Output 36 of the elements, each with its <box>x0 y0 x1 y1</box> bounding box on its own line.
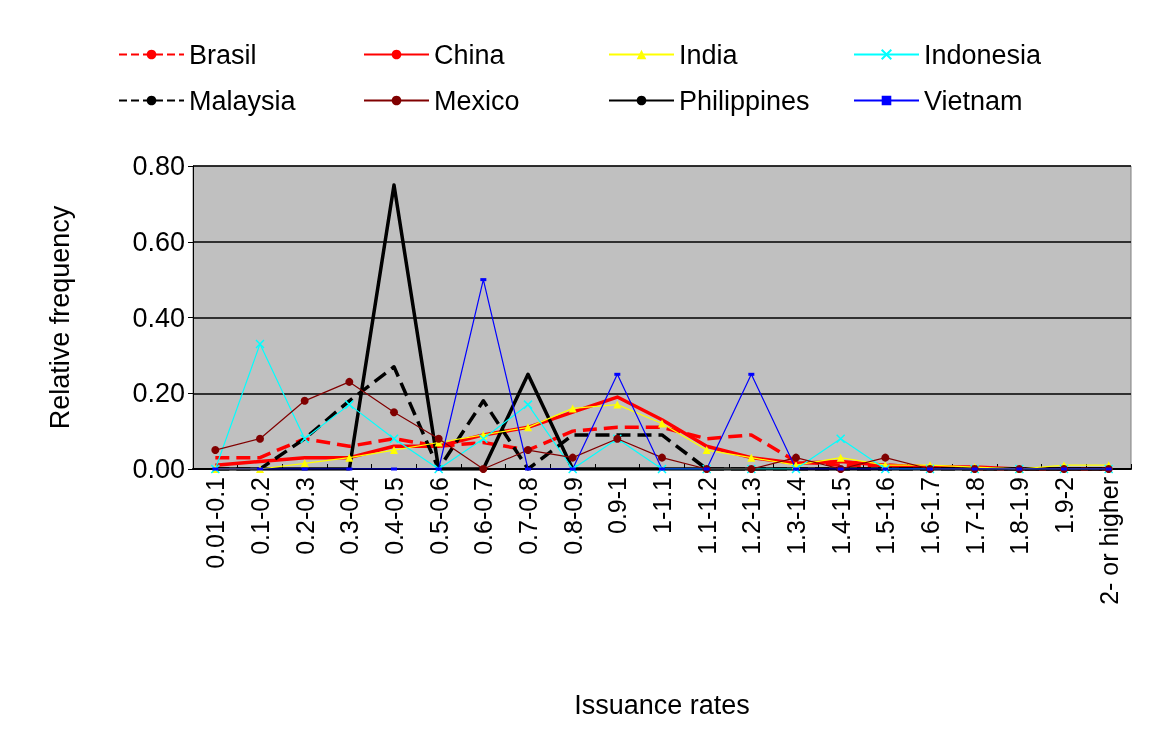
x-tick-label: 1.4-1.5 <box>826 477 855 555</box>
x-tick-label: 0.7-0.8 <box>514 477 542 555</box>
x-tick-label: 1.3-1.4 <box>782 476 810 555</box>
legend-label: China <box>434 39 506 70</box>
x-tick-label: 1.9-2 <box>1050 477 1078 534</box>
x-tick-label: 1.7-1.8 <box>960 477 989 555</box>
y-tick-label: 0.00 <box>132 454 185 484</box>
legend-label: Malaysia <box>189 85 297 116</box>
y-tick-label: 0.40 <box>132 302 185 333</box>
legend-label: Vietnam <box>924 85 1023 116</box>
x-axis-title: Issuance rates <box>574 689 750 720</box>
x-tick-label: 0.8-0.9 <box>558 477 587 555</box>
x-tick-label: 1-1.1 <box>648 477 676 534</box>
y-tick-label: 0.60 <box>132 226 185 257</box>
legend-label: Brasil <box>189 39 257 70</box>
legend-label: Philippines <box>679 85 810 116</box>
x-tick-label: 0.3-0.4 <box>335 476 364 555</box>
y-axis-title: Relative frequency <box>44 205 75 430</box>
legend-label: Mexico <box>434 85 520 116</box>
x-tick-label: 0.1-0.2 <box>246 477 274 555</box>
x-tick-label: 1.2-1.3 <box>737 477 766 555</box>
x-tick-label: 1.1-1.2 <box>692 477 721 555</box>
x-tick-label: 0.5-0.6 <box>424 477 453 555</box>
x-tick-label: 0.2-0.3 <box>290 477 319 555</box>
x-tick-label: 2- or higher <box>1094 477 1123 605</box>
x-tick-label: 0.9-1 <box>603 477 632 534</box>
legend-label: India <box>679 39 739 70</box>
x-tick-label: 0.4-0.5 <box>380 477 408 555</box>
x-tick-label: 1.6-1.7 <box>916 477 944 555</box>
x-tick-label: 0.01-0.1 <box>201 477 230 569</box>
x-tick-label: 1.5-1.6 <box>871 477 900 555</box>
y-tick-label: 0.80 <box>132 151 185 181</box>
legend-label: Indonesia <box>924 39 1043 70</box>
y-tick-label: 0.20 <box>132 378 185 409</box>
x-tick-label: 1.8-1.9 <box>1005 477 1034 555</box>
x-tick-label: 0.6-0.7 <box>469 477 498 555</box>
